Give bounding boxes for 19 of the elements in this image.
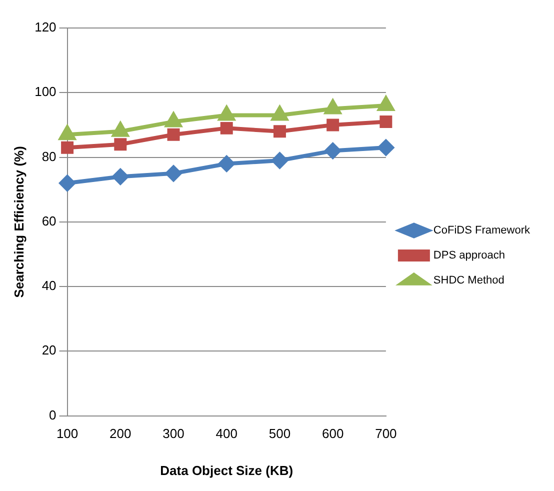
- x-tick-label: 600: [322, 426, 344, 442]
- x-tick-label: 300: [162, 426, 184, 442]
- legend-label: DPS approach: [433, 250, 505, 262]
- y-tick-label: 80: [42, 148, 56, 164]
- y-axis-title: Searching Efficiency (%): [11, 146, 26, 298]
- x-tick-label: 700: [375, 426, 397, 442]
- y-tick-label: 60: [42, 213, 56, 228]
- x-axis-title: Data Object Size (KB): [160, 462, 294, 478]
- x-tick-label: 500: [268, 426, 291, 442]
- x-tick-label: 400: [216, 426, 238, 442]
- legend-label: CoFiDS Framework: [433, 224, 530, 237]
- y-tick-label: 100: [34, 84, 56, 100]
- y-tick-label: 120: [34, 20, 56, 35]
- y-tick-label: 40: [42, 278, 56, 294]
- x-tick-label: 200: [110, 426, 132, 442]
- legend-label: SHDC Method: [433, 274, 504, 287]
- y-tick-label: 20: [42, 342, 56, 358]
- x-tick-label: 100: [56, 426, 78, 442]
- y-tick-label: 0: [49, 407, 56, 422]
